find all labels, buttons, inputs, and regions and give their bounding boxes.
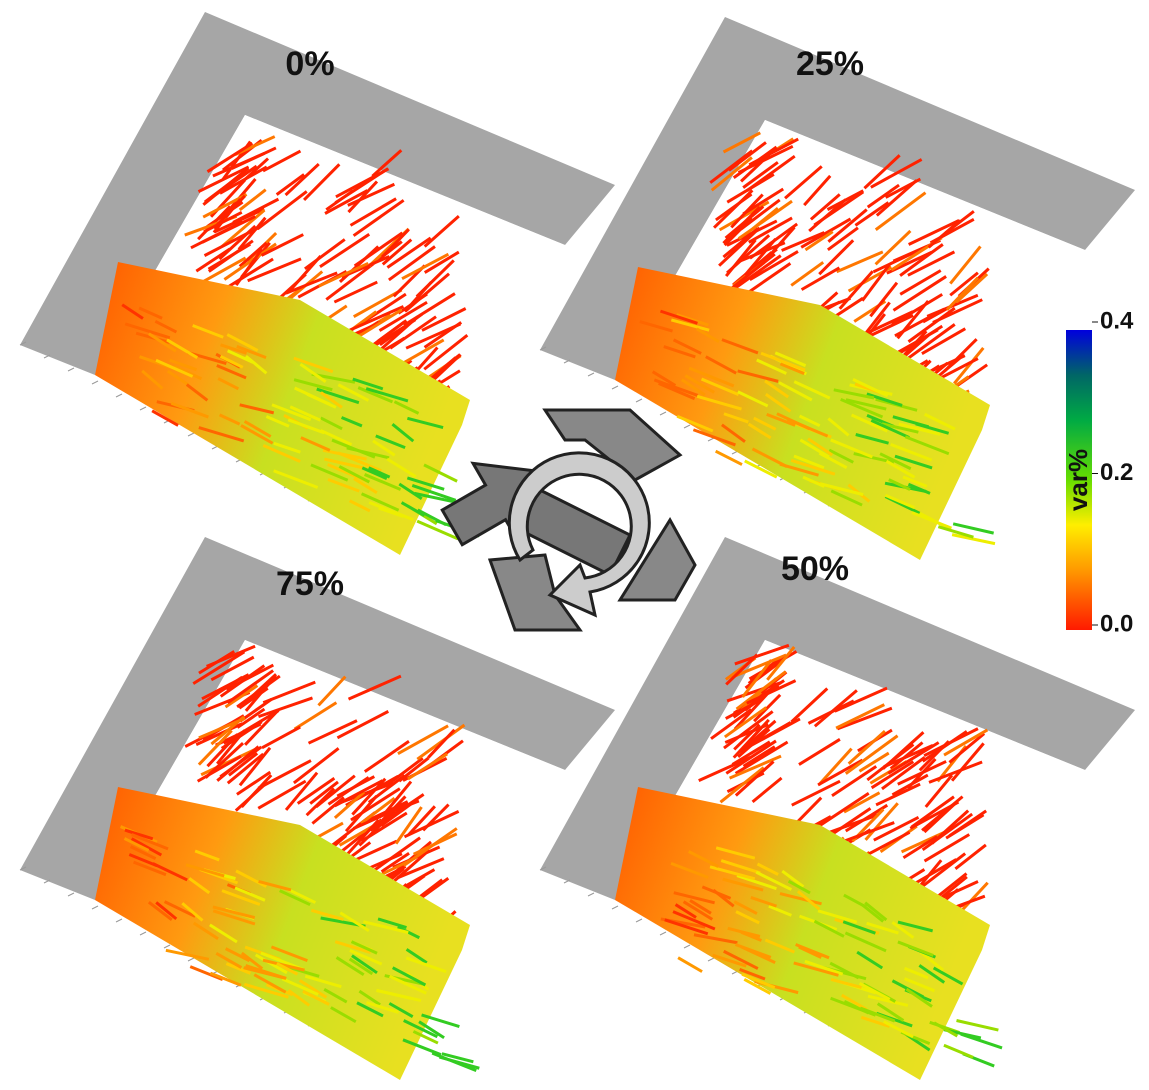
axis-tick xyxy=(188,958,194,961)
axis-tick xyxy=(660,932,666,935)
axis-tick xyxy=(684,425,690,428)
axis-tick xyxy=(116,394,122,397)
axis-tick xyxy=(636,399,642,402)
colorbar-tick-label: 0.2 xyxy=(1100,459,1133,486)
axis-tick xyxy=(68,893,74,896)
surface-ridge xyxy=(961,1034,1002,1048)
axis-tick xyxy=(636,919,642,922)
rotation-icon xyxy=(430,410,695,630)
surface-ridge xyxy=(678,958,702,972)
panel-label: 75% xyxy=(276,565,344,603)
axis-tick xyxy=(164,945,170,948)
axis-tick xyxy=(140,407,146,410)
axis-tick xyxy=(92,381,98,384)
axis-tick xyxy=(588,373,594,376)
colorbar: var% 0.0 0.2 0.4 xyxy=(1063,307,1134,637)
colorbar-label: var% xyxy=(1063,449,1093,511)
panel-label: 0% xyxy=(285,45,334,83)
axis-tick xyxy=(612,386,618,389)
axis-tick xyxy=(708,958,714,961)
colorbar-tick-label: 0.4 xyxy=(1100,307,1134,334)
panel: 50% xyxy=(540,537,1135,1080)
axis-tick xyxy=(92,906,98,909)
axis-tick xyxy=(588,893,594,896)
axis-tick xyxy=(660,412,666,415)
surface-ridge xyxy=(716,451,742,464)
axis-tick xyxy=(684,945,690,948)
axis-tick xyxy=(68,368,74,371)
axis-tick xyxy=(188,433,194,436)
figure: 0% 25% 75% 50% var% 0.0 0.2 0.4 xyxy=(0,0,1149,1090)
panel-label: 50% xyxy=(781,550,849,588)
panel-label: 25% xyxy=(796,45,864,83)
axis-tick xyxy=(612,906,618,909)
surface-ridge xyxy=(956,1020,998,1030)
colorbar-tick-label: 0.0 xyxy=(1100,610,1133,637)
surface-ridge xyxy=(944,1045,973,1057)
axis-tick xyxy=(116,919,122,922)
axis-tick xyxy=(140,932,146,935)
